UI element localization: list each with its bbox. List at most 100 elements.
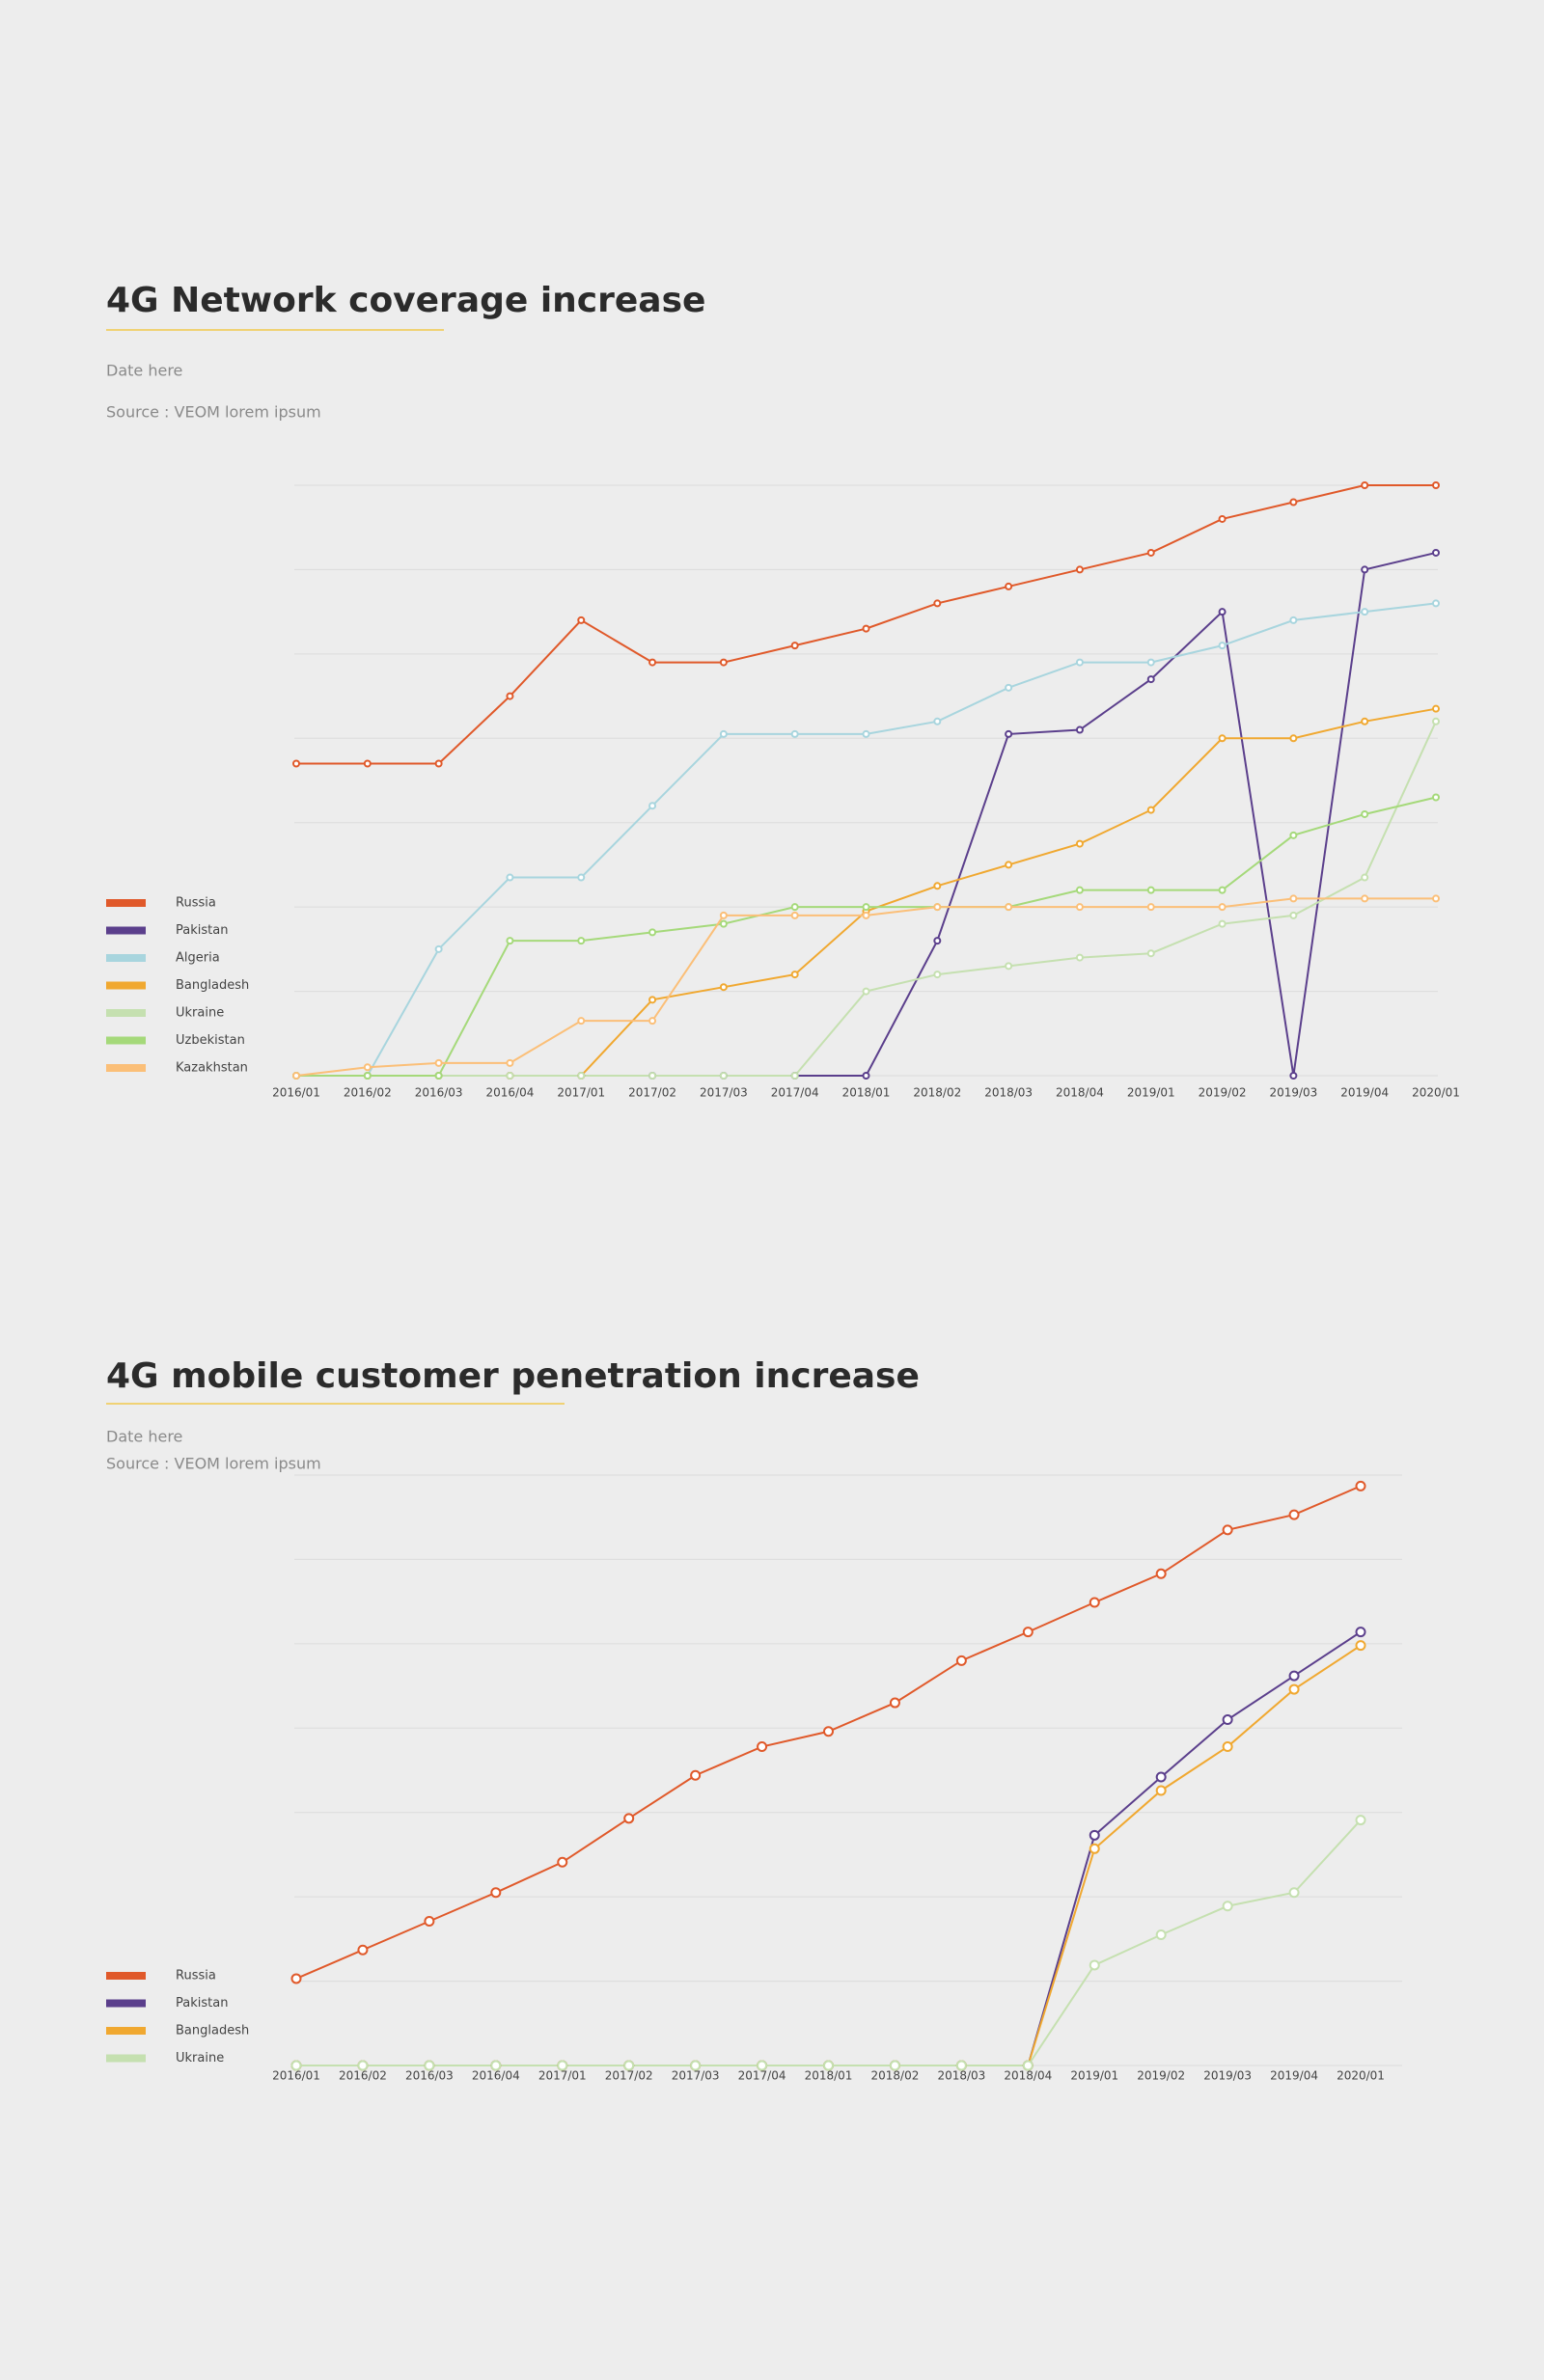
data-point bbox=[424, 2060, 435, 2071]
data-point bbox=[1155, 1771, 1167, 1783]
data-point bbox=[719, 983, 728, 992]
series-line bbox=[296, 602, 1437, 1077]
data-point bbox=[823, 2060, 834, 2071]
data-point bbox=[862, 624, 870, 633]
legend-swatch bbox=[106, 1999, 146, 2008]
legend-label: Pakistan bbox=[176, 1996, 228, 2011]
data-point bbox=[1022, 1627, 1034, 1638]
data-point bbox=[1005, 582, 1013, 590]
data-point bbox=[1089, 1829, 1100, 1841]
data-point bbox=[757, 1741, 768, 1753]
data-point bbox=[1289, 616, 1298, 624]
data-point bbox=[363, 759, 372, 768]
x-tick-label: 2018/01 bbox=[805, 2069, 853, 2083]
data-point bbox=[823, 1726, 834, 1737]
data-point bbox=[1075, 658, 1084, 667]
legend-swatch bbox=[106, 981, 146, 990]
data-point bbox=[1155, 1929, 1167, 1940]
legend-swatch bbox=[106, 899, 146, 907]
x-tick-label: 2017/03 bbox=[672, 2069, 720, 2083]
data-point bbox=[955, 2060, 967, 2071]
data-point bbox=[1146, 658, 1155, 667]
data-point bbox=[1432, 548, 1440, 557]
x-tick-label: 2019/04 bbox=[1340, 1086, 1389, 1100]
data-point bbox=[434, 759, 443, 768]
data-point bbox=[623, 1813, 635, 1824]
data-point bbox=[1222, 1524, 1233, 1536]
data-point bbox=[557, 2060, 568, 2071]
data-point bbox=[363, 1063, 372, 1072]
data-point bbox=[1155, 1785, 1167, 1796]
data-point bbox=[1005, 683, 1013, 692]
series-line bbox=[296, 796, 1437, 1077]
data-point bbox=[1089, 1843, 1100, 1854]
data-point bbox=[719, 919, 728, 928]
data-point bbox=[577, 1072, 586, 1080]
x-tick-label: 2020/01 bbox=[1412, 1086, 1460, 1100]
x-tick-label: 2019/03 bbox=[1269, 1086, 1317, 1100]
data-point bbox=[889, 1697, 900, 1709]
legend-label: Algeria bbox=[176, 951, 220, 966]
data-point bbox=[648, 1017, 657, 1026]
data-point bbox=[648, 996, 657, 1004]
data-point bbox=[1146, 806, 1155, 814]
data-point bbox=[1432, 481, 1440, 489]
data-point bbox=[577, 937, 586, 945]
legend-label: Bangladesh bbox=[176, 2024, 249, 2038]
data-point bbox=[1289, 1072, 1298, 1080]
data-point bbox=[357, 2060, 369, 2071]
data-point bbox=[1432, 717, 1440, 725]
data-point bbox=[1218, 919, 1227, 928]
data-point bbox=[490, 2060, 502, 2071]
data-point bbox=[1222, 1901, 1233, 1912]
data-point bbox=[1432, 599, 1440, 608]
data-point bbox=[1432, 894, 1440, 903]
data-point bbox=[1218, 608, 1227, 616]
data-point bbox=[1432, 793, 1440, 802]
data-point bbox=[506, 873, 514, 882]
data-point bbox=[1288, 1887, 1300, 1899]
data-point bbox=[1355, 1640, 1366, 1652]
x-tick-label: 2016/01 bbox=[272, 2069, 320, 2083]
legend-label: Pakistan bbox=[176, 923, 228, 938]
data-point bbox=[1361, 608, 1369, 616]
data-point bbox=[648, 928, 657, 937]
data-point bbox=[1288, 1509, 1300, 1520]
chart-title: 4G mobile customer penetration increase bbox=[106, 1356, 920, 1396]
data-point bbox=[363, 1072, 372, 1080]
data-point bbox=[506, 1058, 514, 1067]
series-line bbox=[296, 1630, 1362, 2066]
x-tick-label: 2017/03 bbox=[700, 1086, 748, 1100]
x-tick-label: 2017/02 bbox=[605, 2069, 653, 2083]
data-point bbox=[933, 971, 942, 979]
data-point bbox=[1355, 1627, 1366, 1638]
x-tick-label: 2016/01 bbox=[272, 1086, 320, 1100]
series-line bbox=[296, 1819, 1362, 2066]
series-line bbox=[296, 1644, 1362, 2066]
x-tick-label: 2017/02 bbox=[628, 1086, 676, 1100]
series-line bbox=[295, 897, 1436, 1077]
data-point bbox=[790, 971, 799, 979]
data-point bbox=[506, 1072, 514, 1080]
x-tick-label: 2019/02 bbox=[1199, 1086, 1247, 1100]
legend-swatch bbox=[106, 1009, 146, 1017]
source-label: Source : VEOM lorem ipsum bbox=[106, 1455, 321, 1473]
data-point bbox=[434, 944, 443, 953]
x-tick-label: 2018/02 bbox=[871, 2069, 920, 2083]
legend-label: Kazakhstan bbox=[176, 1061, 248, 1076]
legend-label: Russia bbox=[176, 896, 216, 911]
x-tick-label: 2019/03 bbox=[1203, 2069, 1252, 2083]
data-point bbox=[1005, 962, 1013, 971]
legend-swatch bbox=[106, 954, 146, 962]
x-tick-label: 2018/03 bbox=[937, 2069, 985, 2083]
x-tick-label: 2018/04 bbox=[1004, 2069, 1052, 2083]
data-point bbox=[1218, 642, 1227, 650]
data-point bbox=[1155, 1568, 1167, 1579]
data-point bbox=[862, 729, 870, 738]
data-point bbox=[1005, 861, 1013, 869]
data-point bbox=[424, 1915, 435, 1927]
data-point bbox=[506, 692, 514, 700]
data-point bbox=[1361, 809, 1369, 818]
data-point bbox=[1075, 953, 1084, 962]
date-label: Date here bbox=[106, 1428, 182, 1446]
